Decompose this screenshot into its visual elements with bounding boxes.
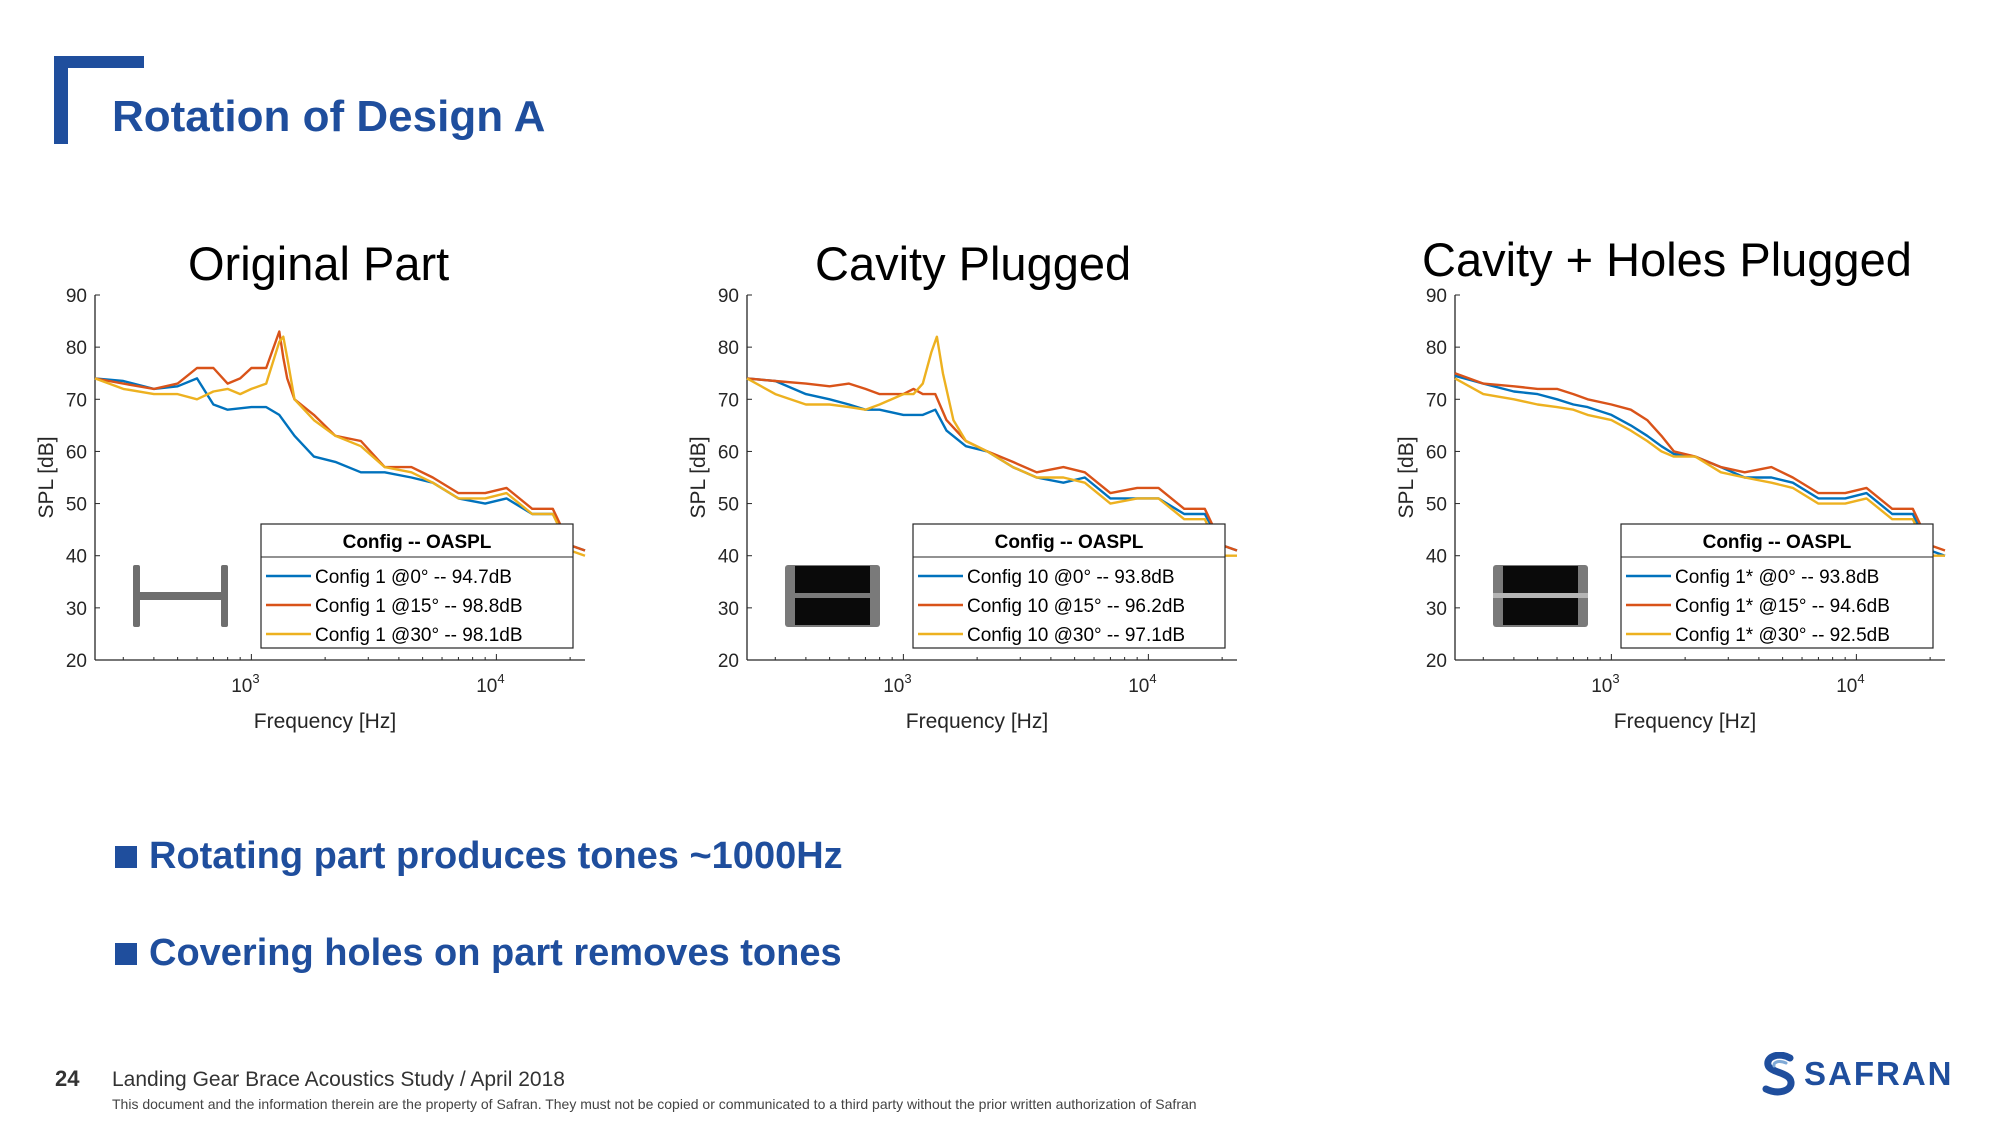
bullet-text: Covering holes on part removes tones	[149, 932, 842, 974]
panel-title-original: Original Part	[188, 237, 450, 290]
legend-label-0: Config 1* @0° -- 93.8dB	[1675, 567, 1879, 588]
y-axis-label: SPL [dB]	[687, 436, 710, 518]
x-axis-label: Frequency [Hz]	[254, 710, 396, 733]
series-line-2	[94, 335, 586, 557]
title-corner-mark	[54, 56, 144, 146]
x-tick-label: 104	[476, 671, 504, 697]
legal-notice: This document and the information therei…	[112, 1096, 1197, 1112]
bullet-square-icon	[115, 942, 137, 965]
slide-title: Rotation of Design A	[112, 92, 546, 141]
panel-title-cavity-holes-plugged: Cavity + Holes Plugged	[1422, 233, 1912, 286]
legend-title: Config -- OASPL	[1703, 532, 1852, 553]
y-tick-label: 80	[718, 338, 739, 359]
legend-label-2: Config 10 @30° -- 97.1dB	[967, 625, 1185, 646]
bullet-item: Covering holes on part removes tones	[115, 932, 843, 975]
y-tick-label: 50	[66, 495, 87, 516]
bullet-list: Rotating part produces tones ~1000Hz Cov…	[115, 835, 843, 1029]
y-tick-label: 80	[66, 338, 87, 359]
panel-title-cavity-plugged: Cavity Plugged	[815, 237, 1132, 290]
x-tick-label: 104	[1836, 671, 1864, 697]
legend-title: Config -- OASPL	[995, 532, 1144, 553]
series-line-0	[1454, 374, 1946, 557]
y-tick-label: 20	[1426, 651, 1447, 672]
y-tick-label: 20	[718, 651, 739, 672]
y-tick-label: 70	[66, 390, 87, 411]
safran-s-icon	[1762, 1052, 1795, 1096]
y-tick-label: 50	[1426, 495, 1447, 516]
x-tick-label: 104	[1128, 671, 1156, 697]
series-line-1	[94, 330, 586, 552]
y-tick-label: 40	[1426, 547, 1447, 568]
page-number: 24	[55, 1066, 80, 1091]
legend-title: Config -- OASPL	[343, 532, 492, 553]
y-tick-label: 90	[66, 286, 87, 307]
x-tick-label: 103	[883, 671, 911, 697]
series-line-0	[94, 377, 586, 552]
legend-label-1: Config 10 @15° -- 96.2dB	[967, 596, 1185, 617]
legend-label-0: Config 10 @0° -- 93.8dB	[967, 567, 1175, 588]
y-tick-label: 30	[1426, 599, 1447, 620]
y-tick-label: 60	[718, 442, 739, 463]
y-tick-label: 40	[718, 547, 739, 568]
x-tick-label: 103	[1591, 671, 1619, 697]
y-tick-label: 20	[66, 651, 87, 672]
x-axis-label: Frequency [Hz]	[1614, 710, 1756, 733]
legend-box	[1620, 523, 1934, 649]
x-axis-label: Frequency [Hz]	[906, 710, 1048, 733]
spl-chart-original-part: 20 30 40 50 60 70 80 90 103 104 Frequency [Hz] SPL …	[35, 286, 586, 733]
legend-box	[260, 523, 574, 649]
y-tick-label: 70	[1426, 390, 1447, 411]
y-tick-label: 80	[1426, 338, 1447, 359]
y-tick-label: 30	[718, 599, 739, 620]
legend-label-0: Config 1 @0° -- 94.7dB	[315, 567, 512, 588]
y-tick-label: 90	[718, 286, 739, 307]
y-axis-label: SPL [dB]	[35, 436, 58, 518]
fully-plugged-block-icon	[1493, 565, 1588, 627]
safran-logo-text: SAFRAN	[1804, 1055, 1954, 1092]
i-beam-icon	[133, 565, 228, 627]
x-tick-label: 103	[231, 671, 259, 697]
y-tick-label: 90	[1426, 286, 1447, 307]
series-line-2	[1454, 377, 1945, 557]
legend-label-2: Config 1* @30° -- 92.5dB	[1675, 625, 1890, 646]
series-line-2	[746, 335, 1237, 557]
y-axis-label: SPL [dB]	[1395, 436, 1418, 518]
bullet-text: Rotating part produces tones ~1000Hz	[149, 835, 843, 877]
legend-box	[912, 523, 1226, 649]
legend-label-1: Config 1 @15° -- 98.8dB	[315, 596, 523, 617]
y-tick-label: 60	[1426, 442, 1447, 463]
bullet-square-icon	[115, 845, 137, 868]
spl-chart-cavity-plugged: 20 30 40 50 60 70 80 90 103 104 Frequency [Hz] SPL …	[687, 286, 1238, 733]
y-tick-label: 60	[66, 442, 87, 463]
safran-logo: SAFRAN	[1760, 1052, 1954, 1096]
footer-text: Landing Gear Brace Acoustics Study / Apr…	[112, 1068, 565, 1091]
bullet-item: Rotating part produces tones ~1000Hz	[115, 835, 843, 878]
y-tick-label: 70	[718, 390, 739, 411]
spl-chart-cavity-holes-plugged: 20 30 40 50 60 70 80 90 103 104 Frequency [Hz] SPL …	[1395, 286, 1946, 733]
plugged-block-icon	[785, 565, 880, 627]
y-tick-label: 50	[718, 495, 739, 516]
series-line-1	[1454, 372, 1946, 552]
legend-label-2: Config 1 @30° -- 98.1dB	[315, 625, 523, 646]
y-tick-label: 30	[66, 599, 87, 620]
legend-label-1: Config 1* @15° -- 94.6dB	[1675, 596, 1890, 617]
y-tick-label: 40	[66, 547, 87, 568]
